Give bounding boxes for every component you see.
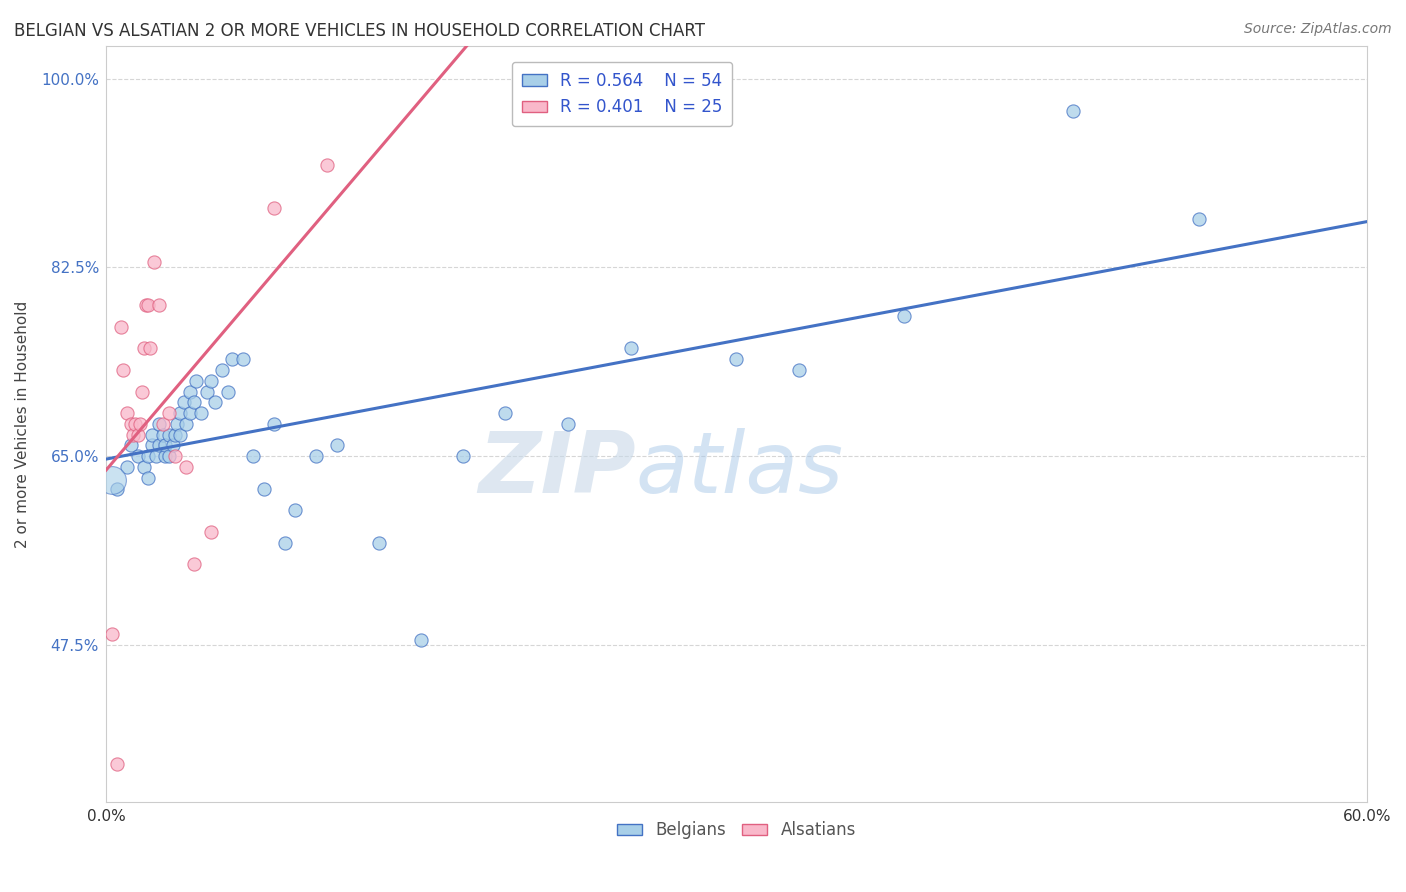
Point (183, 395, 205, 409)
Point (315, 158, 337, 172)
Point (217, 384, 239, 399)
Point (166, 417, 188, 431)
Point (152, 427, 174, 442)
Point (136, 450, 159, 464)
Point (120, 417, 142, 431)
Point (148, 417, 170, 431)
Point (111, 363, 134, 377)
Point (105, 482, 128, 496)
Point (411, 632, 433, 647)
Text: BELGIAN VS ALSATIAN 2 OR MORE VEHICLES IN HOUSEHOLD CORRELATION CHART: BELGIAN VS ALSATIAN 2 OR MORE VEHICLES I… (14, 22, 704, 40)
Point (183, 557, 205, 571)
Point (284, 503, 307, 517)
Point (221, 352, 243, 367)
Legend: Belgians, Alsatians: Belgians, Alsatians (610, 814, 863, 847)
Point (253, 482, 276, 496)
Point (186, 374, 208, 388)
Point (620, 342, 643, 356)
Point (179, 384, 201, 399)
Point (153, 438, 176, 452)
Point (162, 438, 184, 452)
Point (1188, 211, 1211, 226)
Point (368, 535, 391, 549)
Point (179, 406, 201, 420)
Text: Source: ZipAtlas.com: Source: ZipAtlas.com (1244, 22, 1392, 37)
Point (141, 427, 163, 442)
Text: atlas: atlas (636, 428, 844, 511)
Point (141, 438, 163, 452)
Point (148, 438, 170, 452)
Point (893, 309, 915, 323)
Point (789, 363, 811, 377)
Point (148, 298, 170, 312)
Point (204, 395, 226, 409)
Point (101, 473, 124, 487)
Point (165, 450, 187, 464)
Point (115, 406, 138, 420)
Point (211, 363, 233, 377)
Point (305, 450, 328, 464)
Point (190, 406, 212, 420)
Point (127, 450, 149, 464)
Point (165, 427, 187, 442)
Point (169, 406, 191, 420)
Point (232, 352, 254, 367)
Point (135, 298, 157, 312)
Point (127, 427, 149, 442)
Point (174, 417, 197, 431)
Point (494, 406, 516, 420)
Point (200, 524, 222, 539)
Point (169, 427, 191, 442)
Point (174, 460, 197, 475)
Point (157, 427, 180, 442)
Point (128, 417, 150, 431)
Point (143, 255, 166, 269)
Point (122, 427, 145, 442)
Point (110, 319, 132, 334)
Point (195, 384, 218, 399)
Point (326, 438, 349, 452)
Point (132, 342, 155, 356)
Point (105, 756, 128, 771)
Text: ZIP: ZIP (478, 428, 636, 511)
Point (131, 384, 153, 399)
Point (200, 374, 222, 388)
Point (173, 395, 195, 409)
Point (451, 450, 474, 464)
Point (132, 460, 155, 475)
Y-axis label: 2 or more Vehicles in Household: 2 or more Vehicles in Household (15, 301, 30, 548)
Point (115, 460, 138, 475)
Point (273, 535, 295, 549)
Point (136, 471, 159, 485)
Point (263, 201, 285, 215)
Point (152, 417, 174, 431)
Point (136, 298, 159, 312)
Point (1062, 103, 1084, 118)
Point (157, 450, 180, 464)
Point (157, 406, 180, 420)
Point (145, 450, 167, 464)
Point (101, 627, 124, 641)
Point (139, 342, 162, 356)
Point (120, 438, 142, 452)
Point (725, 352, 748, 367)
Point (242, 450, 264, 464)
Point (124, 417, 146, 431)
Point (557, 417, 579, 431)
Point (263, 417, 285, 431)
Point (153, 450, 176, 464)
